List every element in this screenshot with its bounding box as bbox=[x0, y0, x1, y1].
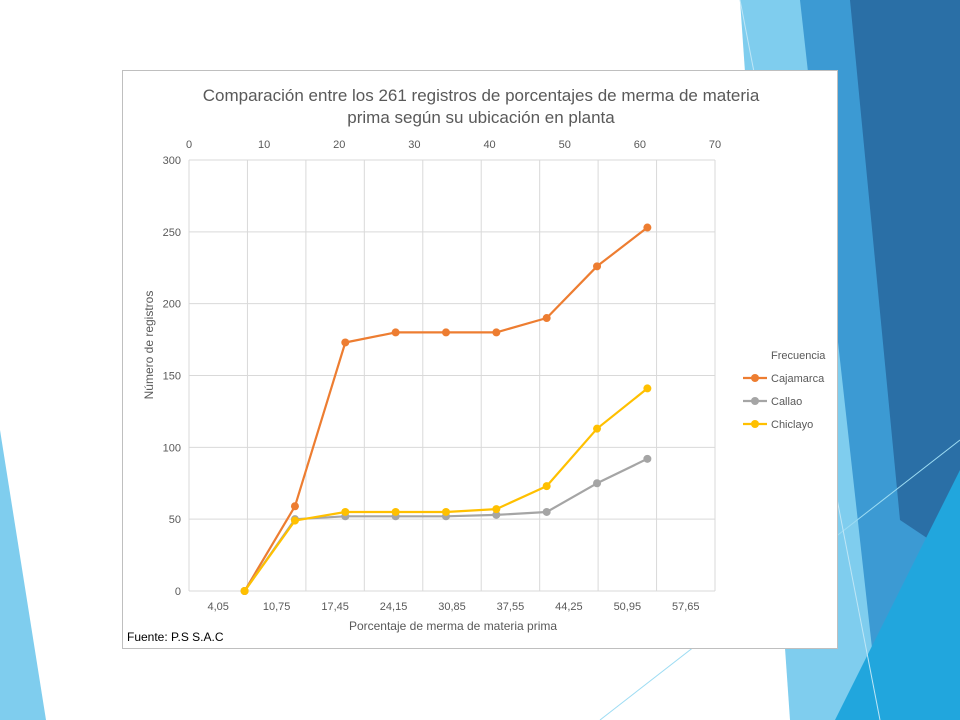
data-point-chiclayo bbox=[240, 587, 249, 595]
x-axis-label: Porcentaje de merma de materia prima bbox=[349, 619, 557, 633]
legend-label-chiclayo: Chiclayo bbox=[771, 419, 813, 431]
legend-marker-callao bbox=[751, 397, 759, 405]
x-top-tick-label: 30 bbox=[408, 139, 420, 151]
x-top-tick-label: 0 bbox=[186, 139, 192, 151]
data-point-chiclayo bbox=[341, 507, 350, 516]
x-top-tick-label: 50 bbox=[559, 139, 571, 151]
data-point-cajamarca bbox=[643, 223, 652, 232]
data-point-callao bbox=[542, 507, 551, 516]
source-note: Fuente: P.S S.A.C bbox=[127, 630, 224, 644]
x-bottom-tick-label: 57,65 bbox=[672, 601, 700, 613]
data-point-chiclayo bbox=[290, 516, 299, 525]
data-point-cajamarca bbox=[542, 314, 551, 323]
x-top-tick-label: 60 bbox=[634, 139, 646, 151]
series-line-callao bbox=[243, 457, 648, 592]
right-decor-dark bbox=[850, 0, 960, 560]
x-bottom-tick-label: 24,15 bbox=[380, 601, 408, 613]
series-line-cajamarca bbox=[243, 226, 649, 592]
y-tick-label: 100 bbox=[163, 442, 181, 454]
right-decor-cyan bbox=[835, 470, 960, 720]
data-point-callao bbox=[492, 510, 501, 519]
legend-label-cajamarca: Cajamarca bbox=[771, 373, 825, 385]
data-point-cajamarca bbox=[492, 328, 501, 337]
data-point-chiclayo bbox=[492, 505, 501, 514]
legend: Frecuencia Cajamarca Callao Chiclayo bbox=[743, 350, 826, 431]
y-tick-label: 200 bbox=[163, 299, 181, 311]
data-point-callao bbox=[593, 479, 602, 488]
y-axis-ticks: 0 50 100 150 200 250 300 bbox=[163, 155, 181, 598]
data-point-chiclayo bbox=[593, 424, 602, 433]
y-tick-label: 50 bbox=[169, 514, 181, 526]
chart-title-line1: Comparación entre los 261 registros de p… bbox=[203, 86, 760, 105]
data-point-chiclayo bbox=[441, 507, 450, 516]
x-bottom-tick-label: 17,45 bbox=[321, 601, 349, 613]
x-bottom-tick-label: 44,25 bbox=[555, 601, 583, 613]
x-bottom-tick-label: 4,05 bbox=[208, 601, 229, 613]
data-point-chiclayo bbox=[391, 507, 400, 516]
data-point-cajamarca bbox=[441, 328, 450, 337]
x-top-tick-label: 10 bbox=[258, 139, 270, 151]
chart-frame: Comparación entre los 261 registros de p… bbox=[122, 70, 838, 649]
data-point-cajamarca bbox=[593, 262, 602, 271]
legend-label-callao: Callao bbox=[771, 396, 802, 408]
chart-title-line2: prima según su ubicación en planta bbox=[347, 108, 615, 127]
data-point-callao bbox=[643, 454, 652, 463]
y-axis-label: Número de registros bbox=[142, 291, 156, 400]
x-bottom-tick-label: 37,55 bbox=[497, 601, 525, 613]
series-group bbox=[240, 223, 652, 595]
x-bottom-tick-label: 50,95 bbox=[614, 601, 642, 613]
left-decor-triangle bbox=[0, 430, 46, 720]
x-top-tick-label: 20 bbox=[333, 139, 345, 151]
y-tick-label: 300 bbox=[163, 155, 181, 167]
x-bottom-tick-label: 10,75 bbox=[263, 601, 291, 613]
data-point-cajamarca bbox=[341, 338, 350, 347]
data-point-chiclayo bbox=[643, 384, 652, 393]
x-top-tick-label: 40 bbox=[483, 139, 495, 151]
legend-title: Frecuencia bbox=[771, 350, 826, 362]
legend-marker-chiclayo bbox=[751, 420, 759, 428]
y-tick-label: 250 bbox=[163, 227, 181, 239]
x-top-tick-label: 70 bbox=[709, 139, 721, 151]
data-point-cajamarca bbox=[290, 502, 299, 511]
line-chart: Comparación entre los 261 registros de p… bbox=[127, 86, 826, 644]
gridlines bbox=[188, 159, 716, 592]
data-point-cajamarca bbox=[391, 328, 400, 337]
x-bottom-tick-label: 30,85 bbox=[438, 601, 466, 613]
x-top-axis-ticks: 0 10 20 30 40 50 60 70 bbox=[186, 139, 721, 151]
legend-marker-cajamarca bbox=[751, 374, 759, 382]
y-tick-label: 0 bbox=[175, 586, 181, 598]
data-point-chiclayo bbox=[542, 482, 551, 491]
x-bottom-axis-ticks: 4,05 10,75 17,45 24,15 30,85 37,55 44,25 50,95 5… bbox=[208, 601, 700, 613]
y-tick-label: 150 bbox=[163, 371, 181, 383]
